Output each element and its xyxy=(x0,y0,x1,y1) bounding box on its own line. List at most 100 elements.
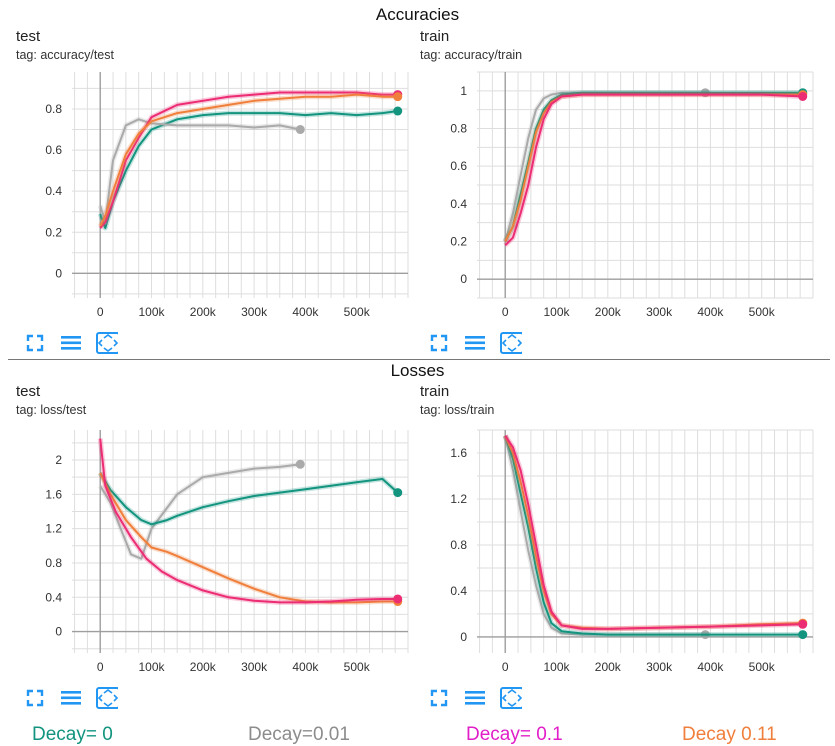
y-tick-label: 0.8 xyxy=(45,556,62,570)
fit-domain-icon[interactable] xyxy=(500,687,522,709)
y-tick-label: 0 xyxy=(55,625,62,639)
x-tick-label: 0 xyxy=(97,660,104,674)
x-tick-label: 200k xyxy=(190,660,217,674)
list-icon[interactable] xyxy=(60,332,82,354)
x-tick-label: 300k xyxy=(646,660,673,674)
series-band-3 xyxy=(503,434,803,632)
series-end-point-1 xyxy=(798,630,808,640)
x-tick-label: 0 xyxy=(502,660,509,674)
y-tick-label: 0.8 xyxy=(450,122,467,136)
series-end-point-0 xyxy=(295,459,305,469)
x-tick-label: 100k xyxy=(138,660,165,674)
grid xyxy=(477,71,814,299)
series-band-1 xyxy=(502,90,803,243)
y-tick-label: 1.2 xyxy=(45,522,62,536)
y-tick-label: 0.2 xyxy=(450,235,467,249)
x-tick-label: 0 xyxy=(502,305,509,319)
legend-decay-0-1: Decay= 0.1 xyxy=(466,724,563,745)
y-tick-label: 0.8 xyxy=(45,102,62,116)
list-icon[interactable] xyxy=(60,687,82,709)
y-tick-label: 0.6 xyxy=(450,159,467,173)
chart-accuracy-test: 0 0.2 0.4 0.6 0.8 0 100k 200k 300k 400k 500k xyxy=(45,72,409,319)
y-tick-label: 0 xyxy=(460,630,467,644)
series-line-3 xyxy=(504,435,803,630)
list-icon[interactable] xyxy=(464,687,486,709)
series-line-1 xyxy=(99,472,399,526)
x-tick-label: 400k xyxy=(292,660,319,674)
list-icon[interactable] xyxy=(464,332,486,354)
y-tick-label: 0 xyxy=(55,266,62,280)
panel-tag-accuracy-test: tag: accuracy/test xyxy=(16,48,114,62)
x-tick-label: 400k xyxy=(292,305,319,319)
panel-title-loss-test: test xyxy=(16,383,41,400)
fit-domain-icon[interactable] xyxy=(96,687,118,709)
x-tick-label: 300k xyxy=(646,305,673,319)
x-tick-label: 100k xyxy=(543,660,570,674)
fullscreen-icon[interactable] xyxy=(428,687,450,709)
y-tick-label: 0.6 xyxy=(45,143,62,157)
series-line-1 xyxy=(99,118,301,223)
x-tick-label: 0 xyxy=(97,305,104,319)
y-tick-label: 0.4 xyxy=(45,590,62,604)
fit-domain-icon[interactable] xyxy=(96,332,118,354)
section-title-accuracies: Accuracies xyxy=(375,5,460,24)
y-tick-label: 0.4 xyxy=(450,197,467,211)
panel-tag-loss-test: tag: loss/test xyxy=(16,403,87,417)
y-tick-label: 1.6 xyxy=(450,446,467,460)
panel-tag-accuracy-train: tag: accuracy/train xyxy=(420,48,523,62)
x-tick-label: 500k xyxy=(344,660,371,674)
series-end-point-3 xyxy=(393,594,403,604)
x-tick-label: 500k xyxy=(749,305,776,319)
x-tick-label: 400k xyxy=(697,660,724,674)
series-end-point-3 xyxy=(393,92,403,102)
x-tick-label: 300k xyxy=(241,660,268,674)
series-line-1 xyxy=(504,435,803,636)
fit-domain-icon[interactable] xyxy=(500,332,522,354)
y-tick-label: 1 xyxy=(460,84,467,98)
series-line-2 xyxy=(504,93,803,242)
panel-title-accuracy-train: train xyxy=(420,28,450,45)
section-title-losses: Losses xyxy=(390,361,445,380)
y-tick-label: 0.2 xyxy=(45,225,62,239)
x-tick-label: 500k xyxy=(344,305,371,319)
series-end-point-3 xyxy=(798,619,808,629)
x-tick-label: 100k xyxy=(138,305,165,319)
series-line-3 xyxy=(99,438,398,604)
y-tick-label: 1.6 xyxy=(45,487,62,501)
x-tick-label: 100k xyxy=(543,305,570,319)
series-line-2 xyxy=(99,472,398,604)
chart-loss-train: 0 0.4 0.8 1.2 1.6 0 100k 200k 300k 400k 500k xyxy=(450,429,814,674)
y-tick-label: 0 xyxy=(460,272,467,286)
series-line-1 xyxy=(504,91,803,242)
series-line-3 xyxy=(504,93,803,247)
series-line-2 xyxy=(99,91,398,229)
x-tick-label: 500k xyxy=(749,660,776,674)
fullscreen-icon[interactable] xyxy=(24,332,46,354)
series-end-point-3 xyxy=(798,91,808,101)
chart-accuracy-train: 0 0.2 0.4 0.6 0.8 1 0 100k 200k 300k 400k 500k xyxy=(450,71,814,319)
grid xyxy=(477,429,814,653)
series-line-0 xyxy=(99,463,301,560)
section-divider xyxy=(8,359,830,360)
series-end-point-1 xyxy=(295,125,305,135)
x-tick-label: 200k xyxy=(595,660,622,674)
series-line-3 xyxy=(99,93,398,227)
series-end-point-0 xyxy=(393,106,403,116)
toolbar-loss-test xyxy=(24,687,118,709)
series-band-2 xyxy=(97,471,398,605)
panel-title-loss-train: train xyxy=(420,383,450,400)
toolbar-accuracy-test xyxy=(24,332,118,354)
fullscreen-icon[interactable] xyxy=(24,687,46,709)
y-tick-label: 1.2 xyxy=(450,492,467,506)
toolbar-accuracy-train xyxy=(428,332,522,354)
panel-title-accuracy-test: test xyxy=(16,28,41,45)
toolbar-loss-train xyxy=(428,687,522,709)
fullscreen-icon[interactable] xyxy=(428,332,450,354)
panel-tag-loss-train: tag: loss/train xyxy=(420,403,495,417)
x-tick-label: 400k xyxy=(697,305,724,319)
x-tick-label: 200k xyxy=(595,305,622,319)
legend-decay-0-11: Decay 0.11 xyxy=(682,724,777,745)
chart-loss-test: 0 0.4 0.8 1.2 1.6 2 0 100k 200k 300k 400k 500k xyxy=(45,430,409,674)
x-tick-label: 300k xyxy=(241,305,268,319)
legend-decay-0: Decay= 0 xyxy=(32,724,113,745)
